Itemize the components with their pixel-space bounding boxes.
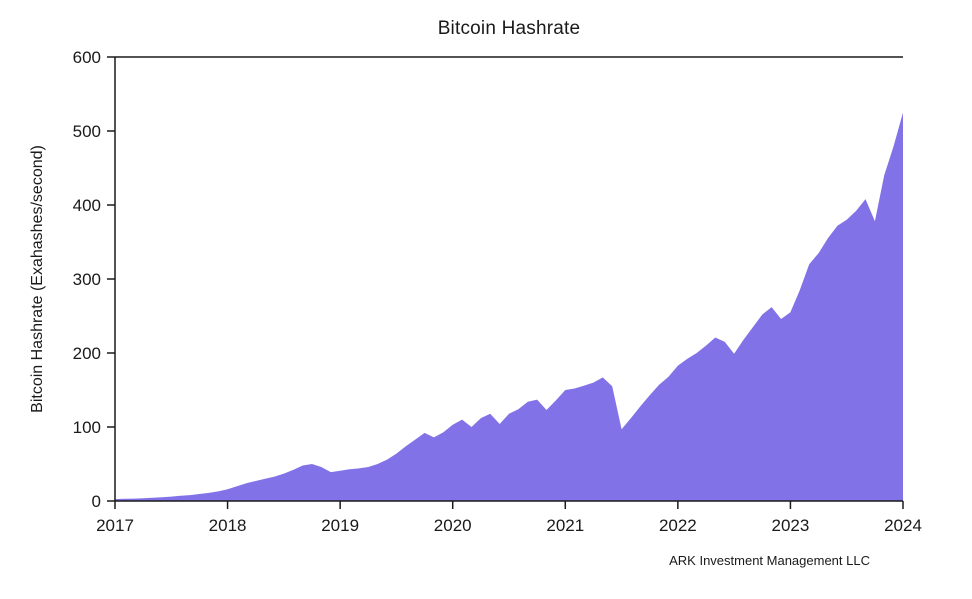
x-tick-label: 2019	[321, 516, 359, 535]
y-tick-label: 400	[73, 196, 101, 215]
source-attribution: ARK Investment Management LLC	[669, 553, 870, 568]
x-tick-label: 2024	[884, 516, 922, 535]
x-tick-label: 2017	[96, 516, 134, 535]
chart-title: Bitcoin Hashrate	[437, 18, 581, 39]
x-tick-label: 2023	[772, 516, 810, 535]
y-tick-label: 600	[73, 48, 101, 67]
y-tick-label: 300	[73, 270, 101, 289]
y-tick-label: 0	[92, 492, 101, 511]
x-tick-label: 2022	[659, 516, 697, 535]
x-tick-label: 2021	[546, 516, 584, 535]
y-tick-label: 200	[73, 344, 101, 363]
y-tick-label: 100	[73, 418, 101, 437]
hashrate-area-series	[115, 112, 903, 501]
x-tick-label: 2018	[209, 516, 247, 535]
x-tick-label: 2020	[434, 516, 472, 535]
y-tick-label: 500	[73, 122, 101, 141]
